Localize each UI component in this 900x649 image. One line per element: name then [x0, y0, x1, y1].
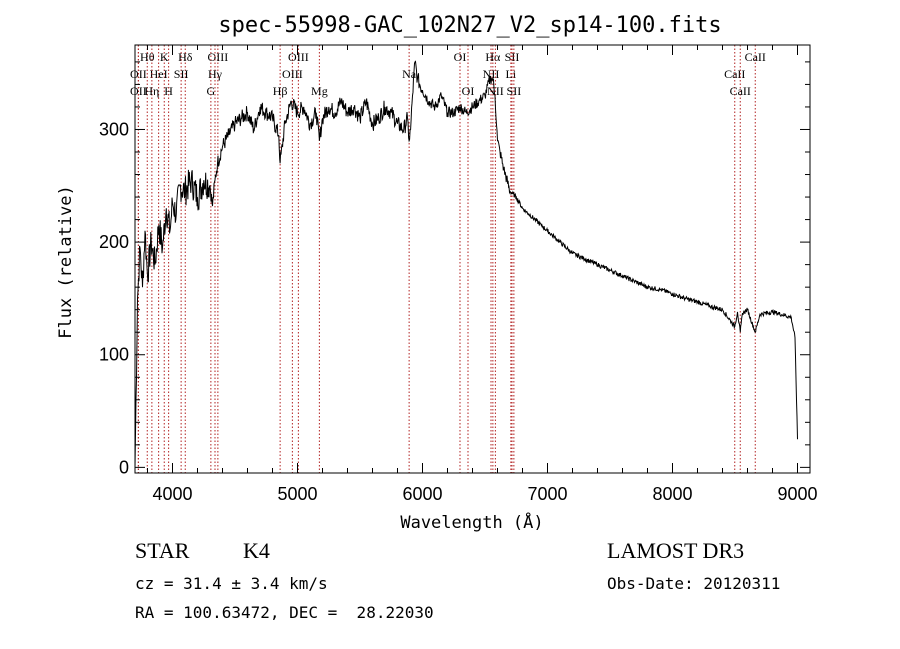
line-label-19: Hα [485, 50, 501, 64]
line-label-13: OIII [282, 67, 303, 81]
line-label-24: SII [507, 84, 522, 98]
line-label-3: K [160, 50, 169, 64]
line-label-2: OII [130, 84, 147, 98]
line-label-8: H [164, 84, 173, 98]
line-label-27: CaII [730, 84, 751, 98]
line-label-23: NII [487, 84, 504, 98]
x-axis: 4000 5000 6000 7000 8000 9000 [147, 45, 818, 504]
x-axis-label: Wavelength (Å) [400, 511, 543, 533]
line-label-11: G [207, 84, 216, 98]
line-label-17: OI [454, 50, 467, 64]
chart-title: spec-55998-GAC_102N27_V2_sp14-100.fits [218, 13, 721, 38]
line-label-26: CaII [724, 67, 745, 81]
line-label-12: OIII [288, 50, 309, 64]
object-class: STAR [135, 538, 190, 563]
line-label-6: Hδ [178, 50, 193, 64]
line-label-14: Hβ [273, 84, 288, 98]
x-tick-label-0: 4000 [152, 484, 192, 504]
object-subclass: K4 [243, 538, 270, 563]
redshift-text: cz = 31.4 ± 3.4 km/s [135, 574, 328, 593]
line-label-9: OIII [208, 50, 229, 64]
line-label-4: HeI [150, 67, 168, 81]
y-axis: 0 100 200 300 [99, 61, 810, 477]
x-tick-label-3: 7000 [527, 484, 567, 504]
y-axis-label: Flux (relative) [56, 185, 76, 339]
line-label-20: SII [505, 50, 520, 64]
coordinates-text: RA = 100.63472, DEC = 28.22030 [135, 603, 434, 622]
x-tick-label-2: 6000 [402, 484, 442, 504]
line-label-10: Hγ [208, 67, 223, 81]
survey-name: LAMOST DR3 [607, 538, 745, 563]
y-tick-label-1: 100 [99, 345, 129, 365]
y-tick-label-2: 200 [99, 232, 129, 252]
y-tick-label-3: 300 [99, 119, 129, 139]
line-label-7: SII [174, 67, 189, 81]
plot-frame [134, 44, 811, 474]
line-label-15: Mg [311, 84, 328, 98]
line-label-22: Li [506, 67, 517, 81]
x-tick-label-5: 9000 [777, 484, 817, 504]
y-tick-label-0: 0 [119, 457, 129, 477]
line-label-5: Hη [144, 84, 159, 98]
x-tick-label-4: 8000 [652, 484, 692, 504]
line-label-18: OI [462, 84, 475, 98]
line-label-25: CaII [745, 50, 766, 64]
spectrum-line [134, 60, 798, 468]
line-label-0: Hθ [140, 50, 155, 64]
x-tick-label-1: 5000 [277, 484, 317, 504]
obs-date-text: Obs-Date: 20120311 [607, 574, 781, 593]
